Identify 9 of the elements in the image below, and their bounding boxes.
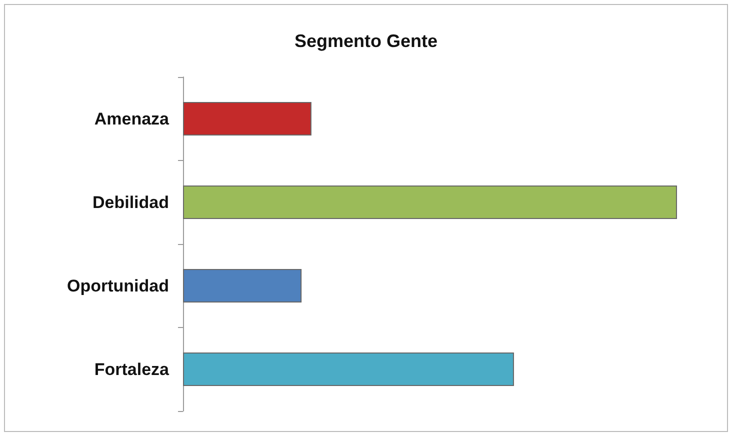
bar: [183, 102, 312, 136]
chart-title: Segmento Gente: [294, 31, 438, 51]
y-tick-label: Oportunidad: [67, 276, 169, 296]
y-tick-label: Fortaleza: [94, 360, 170, 379]
bar: [183, 352, 514, 386]
bar: [183, 186, 677, 219]
bar: [183, 269, 302, 302]
y-tick-label: Amenaza: [94, 109, 170, 128]
y-tick-label: Debilidad: [92, 192, 169, 212]
